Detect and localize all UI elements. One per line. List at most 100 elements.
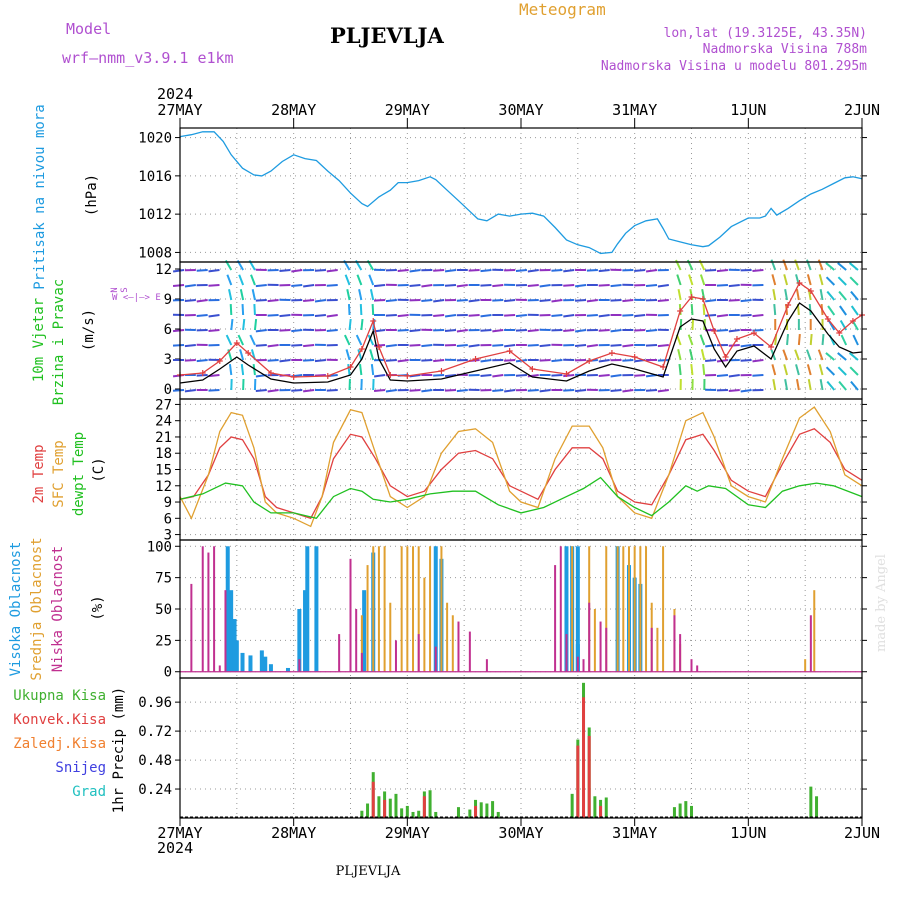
y-tick-label: 50: [155, 602, 172, 618]
date-label-bottom: 1JUN: [730, 824, 766, 842]
date-label-top: 30MAY: [498, 101, 543, 119]
date-label-bottom: 30MAY: [498, 824, 543, 842]
y-tick-label: 12: [155, 262, 172, 278]
wind-barb: [679, 318, 683, 331]
bar-srednja-oblacnost: [593, 609, 596, 672]
wind-barb: [504, 359, 516, 362]
date-label-bottom: 27MAY: [157, 824, 202, 842]
bar-konvek-kisa: [422, 796, 426, 818]
wind-barb: [184, 299, 196, 302]
wind-barb: [794, 259, 800, 271]
wind-barb: [196, 314, 208, 317]
y-tick-label: 0.48: [138, 753, 172, 769]
series-pressure: [179, 131, 863, 255]
wind-barb: [795, 378, 800, 391]
date-label-top: 27MAY: [157, 101, 202, 119]
wind-barb: [773, 303, 777, 316]
wind-barb: [370, 363, 375, 376]
wind-barb: [770, 259, 777, 271]
bar-ukupna-kisa: [405, 805, 409, 818]
bar-niska-oblacnost: [554, 565, 557, 672]
wind-barb: [433, 269, 445, 272]
wind-barb: [314, 374, 326, 377]
wind-barb: [238, 274, 245, 286]
gust-marker: [529, 366, 536, 372]
wind-barb: [291, 389, 303, 392]
wind-barb: [492, 299, 504, 302]
bar-niska-oblacnost: [417, 634, 420, 672]
bar-ukupna-kisa: [496, 811, 500, 818]
temp-axis-label-2: SFC Temp: [51, 440, 67, 507]
bar-visoka-oblacnost: [314, 546, 319, 672]
wind-barb: [634, 329, 646, 332]
wind-barb: [527, 269, 539, 273]
bar-srednja-oblacnost: [377, 546, 380, 672]
bar-srednja-oblacnost: [804, 659, 807, 672]
wind-barb: [705, 314, 717, 317]
wind-barb: [837, 262, 847, 271]
wind-barb: [728, 344, 740, 347]
model-elevation-label: Nadmorska Visina u modelu 801.295m: [601, 59, 867, 74]
wind-barb: [359, 363, 363, 376]
wind-barb: [373, 284, 386, 288]
bar-konvek-kisa: [582, 697, 586, 818]
bar-ukupna-kisa: [684, 801, 688, 818]
wind-barb: [752, 374, 764, 377]
wind-barb: [456, 329, 468, 333]
bar-niska-oblacnost: [565, 634, 568, 672]
y-tick-label: 15: [155, 463, 172, 479]
wind-barb: [480, 284, 492, 287]
wind-barb: [397, 329, 409, 332]
gust-marker: [796, 280, 803, 286]
year-top: 2024: [157, 85, 193, 103]
wind-barb: [504, 344, 516, 348]
wind-barb: [575, 329, 587, 333]
wind-barb: [598, 269, 610, 273]
bar-ukupna-kisa: [485, 803, 489, 818]
wind-barb: [805, 349, 812, 361]
wind-barb: [795, 288, 800, 301]
wind-barb: [326, 389, 338, 392]
wind-barb: [172, 329, 185, 333]
wind-barb: [196, 269, 208, 272]
wind-unit: (m/s): [81, 309, 97, 351]
bar-srednja-oblacnost: [429, 546, 432, 672]
wind-barb: [515, 329, 527, 332]
year-bottom: 2024: [157, 839, 193, 857]
date-label-bottom: 29MAY: [385, 824, 430, 842]
wind-barb: [771, 274, 777, 286]
wind-barb: [421, 284, 433, 288]
wind-barb: [347, 363, 351, 376]
wind-barb: [551, 299, 563, 303]
date-label-top: 29MAY: [385, 101, 430, 119]
bar-ukupna-kisa: [366, 803, 370, 818]
wind-barb: [728, 284, 740, 288]
wind-barb: [279, 329, 291, 332]
cloud-unit: (%): [90, 595, 106, 620]
bar-srednja-oblacnost: [627, 546, 630, 672]
gust-marker: [233, 340, 240, 346]
wind-barb: [817, 259, 824, 271]
bar-ukupna-kisa: [468, 809, 472, 818]
wind-barb: [849, 366, 859, 376]
wind-barb: [740, 314, 752, 317]
bar-ukupna-kisa: [428, 790, 432, 818]
series-sfc-temp: [179, 406, 863, 528]
wind-barb: [805, 259, 812, 271]
wind-barb: [784, 378, 789, 391]
wind-barb: [355, 334, 363, 346]
y-tick-label: 0: [164, 382, 172, 398]
bar-srednja-oblacnost: [366, 565, 369, 672]
wind-barb: [634, 374, 646, 377]
date-label-bottom: 2JUN: [844, 824, 880, 842]
y-tick-label: 18: [155, 446, 172, 462]
y-tick-label: 1016: [138, 169, 172, 185]
wind-compass-s: S: [120, 287, 130, 292]
wind-barb: [385, 314, 397, 317]
wind-barb: [771, 364, 777, 376]
wind-barb: [368, 274, 375, 286]
gust-marker: [699, 296, 706, 302]
y-tick-label: 12: [155, 479, 172, 495]
bar-niska-oblacnost: [213, 546, 216, 672]
